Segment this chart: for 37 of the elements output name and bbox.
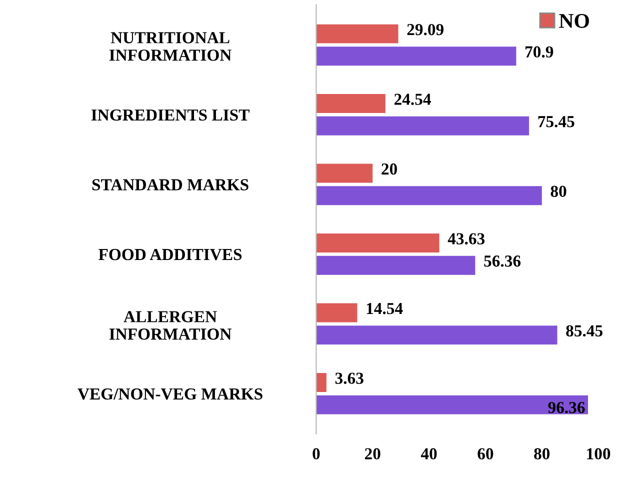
data-label: 56.36	[484, 256, 521, 267]
bar	[316, 116, 530, 136]
data-label: 20	[382, 163, 397, 175]
bar	[316, 164, 373, 183]
x-tick-label: 0	[312, 448, 320, 460]
x-tick-label: 80	[534, 448, 550, 460]
y-tick-label: FOOD ADDITIVES	[98, 248, 242, 260]
data-label: 80	[550, 186, 566, 197]
bar	[316, 373, 326, 392]
data-label: 24.54	[394, 94, 431, 106]
bar	[316, 256, 476, 275]
y-tick-label: ALLERGEN INFORMATION	[109, 311, 232, 340]
bar	[316, 395, 588, 414]
x-tick-label: 60	[478, 448, 494, 460]
bar	[316, 46, 516, 66]
bar	[316, 234, 440, 253]
data-label: 3.63	[335, 372, 364, 384]
bar	[316, 303, 358, 322]
x-tick-label: 20	[364, 448, 380, 460]
data-label: 43.63	[448, 233, 485, 244]
data-label: 70.9	[525, 46, 554, 58]
data-label: 14.54	[366, 302, 403, 314]
y-tick-label: INGREDIENTS LIST	[91, 109, 250, 121]
legend-label: NO	[559, 14, 589, 28]
data-label: 75.45	[538, 116, 574, 128]
y-tick-label: STANDARD MARKS	[92, 179, 248, 190]
data-label: 85.45	[566, 325, 602, 337]
data-label: 96.36	[548, 402, 585, 414]
bar	[316, 326, 558, 345]
x-tick-label: 40	[420, 448, 437, 460]
bar	[316, 94, 386, 114]
y-tick-label: NUTRITIONAL INFORMATION	[109, 32, 232, 61]
data-label: 29.09	[407, 24, 444, 36]
bar	[316, 24, 398, 44]
y-tick-label: VEG/NON-VEG MARKS	[78, 388, 262, 400]
bar	[316, 186, 542, 206]
x-tick-label: 100	[587, 448, 610, 460]
